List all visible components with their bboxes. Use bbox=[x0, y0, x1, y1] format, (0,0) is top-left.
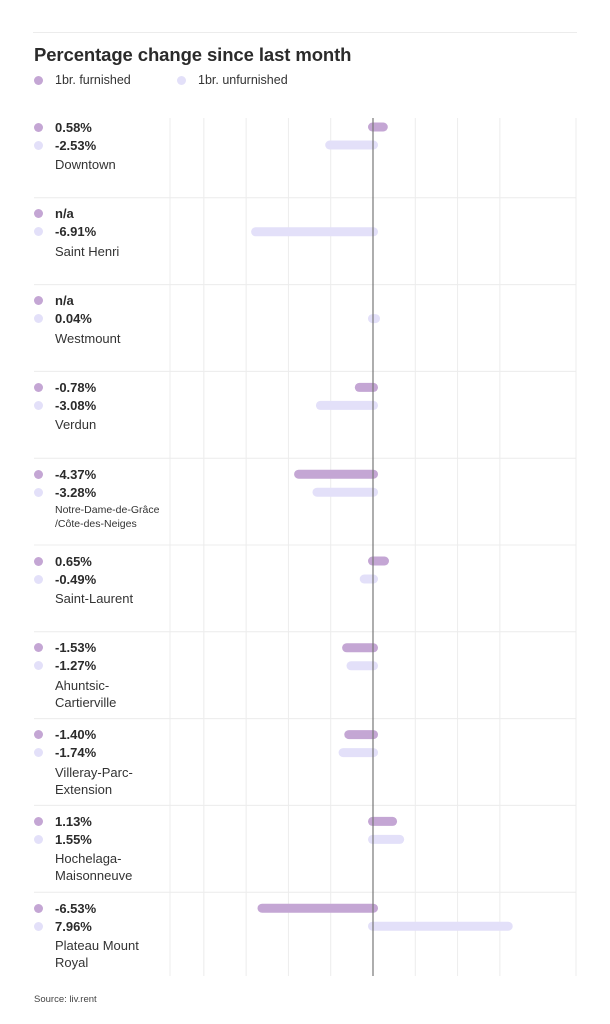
legend: 1br. furnished 1br. unfurnished bbox=[34, 73, 574, 91]
legend-item-furnished: 1br. furnished bbox=[34, 73, 131, 87]
bar-furnished bbox=[294, 469, 378, 479]
bar-furnished bbox=[344, 730, 378, 740]
bar-unfurnished bbox=[251, 227, 378, 237]
bar-unfurnished bbox=[359, 574, 378, 584]
bar-unfurnished bbox=[346, 661, 378, 671]
legend-label-unfurnished: 1br. unfurnished bbox=[198, 73, 288, 87]
bar-unfurnished bbox=[338, 748, 378, 758]
bar-unfurnished bbox=[312, 487, 378, 497]
bar-furnished bbox=[368, 816, 398, 826]
bar-furnished bbox=[368, 556, 389, 566]
source-note: Source: liv.rent bbox=[34, 994, 97, 1005]
bar-furnished bbox=[368, 122, 388, 132]
bar-unfurnished bbox=[325, 140, 378, 150]
legend-dot-unfurnished bbox=[177, 75, 186, 85]
chart-title: Percentage change since last month bbox=[34, 44, 352, 65]
bar-unfurnished bbox=[368, 834, 405, 844]
bar-furnished bbox=[342, 643, 378, 653]
bar-furnished bbox=[354, 382, 378, 392]
legend-dot-furnished bbox=[34, 75, 43, 85]
legend-label-furnished: 1br. furnished bbox=[55, 73, 131, 87]
bar-furnished bbox=[257, 903, 378, 913]
bar-unfurnished bbox=[315, 400, 378, 410]
top-rule bbox=[33, 32, 577, 33]
bar-unfurnished bbox=[368, 314, 380, 324]
legend-item-unfurnished: 1br. unfurnished bbox=[177, 73, 288, 87]
bar-unfurnished bbox=[368, 921, 513, 931]
